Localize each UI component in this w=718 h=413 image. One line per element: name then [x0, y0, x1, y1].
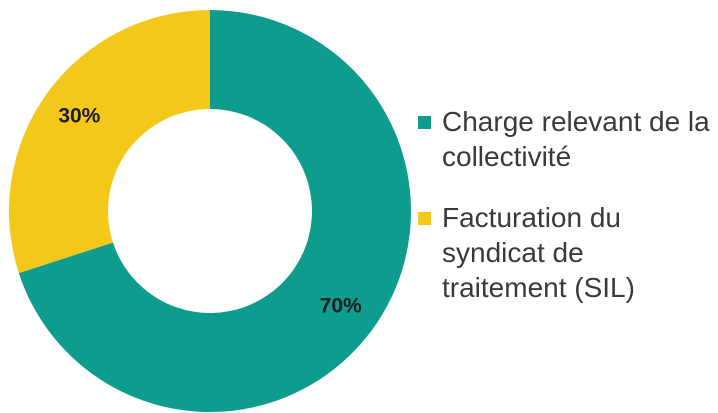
legend-entry-facturation: Facturation du syndicat de traitement (S… [418, 200, 714, 305]
donut-slice-2 [8, 10, 210, 274]
chart-slice-labels: 70% 30% [58, 105, 362, 318]
legend-swatch-facturation [418, 212, 431, 225]
legend-swatch-charge [418, 116, 431, 129]
legend-label-charge: Charge relevant de la collectivité [442, 106, 710, 172]
legend-label-facturation: Facturation du syndicat de traitement (S… [442, 202, 635, 303]
chart-slices [8, 10, 411, 413]
slice-value-label-1: 70% [320, 294, 362, 317]
legend-entry-charge: Charge relevant de la collectivité [418, 104, 714, 174]
slice-value-label-2: 30% [58, 105, 100, 128]
donut-slice-1 [18, 10, 411, 413]
chart-legend: Charge relevant de la collectivité Factu… [418, 104, 714, 331]
